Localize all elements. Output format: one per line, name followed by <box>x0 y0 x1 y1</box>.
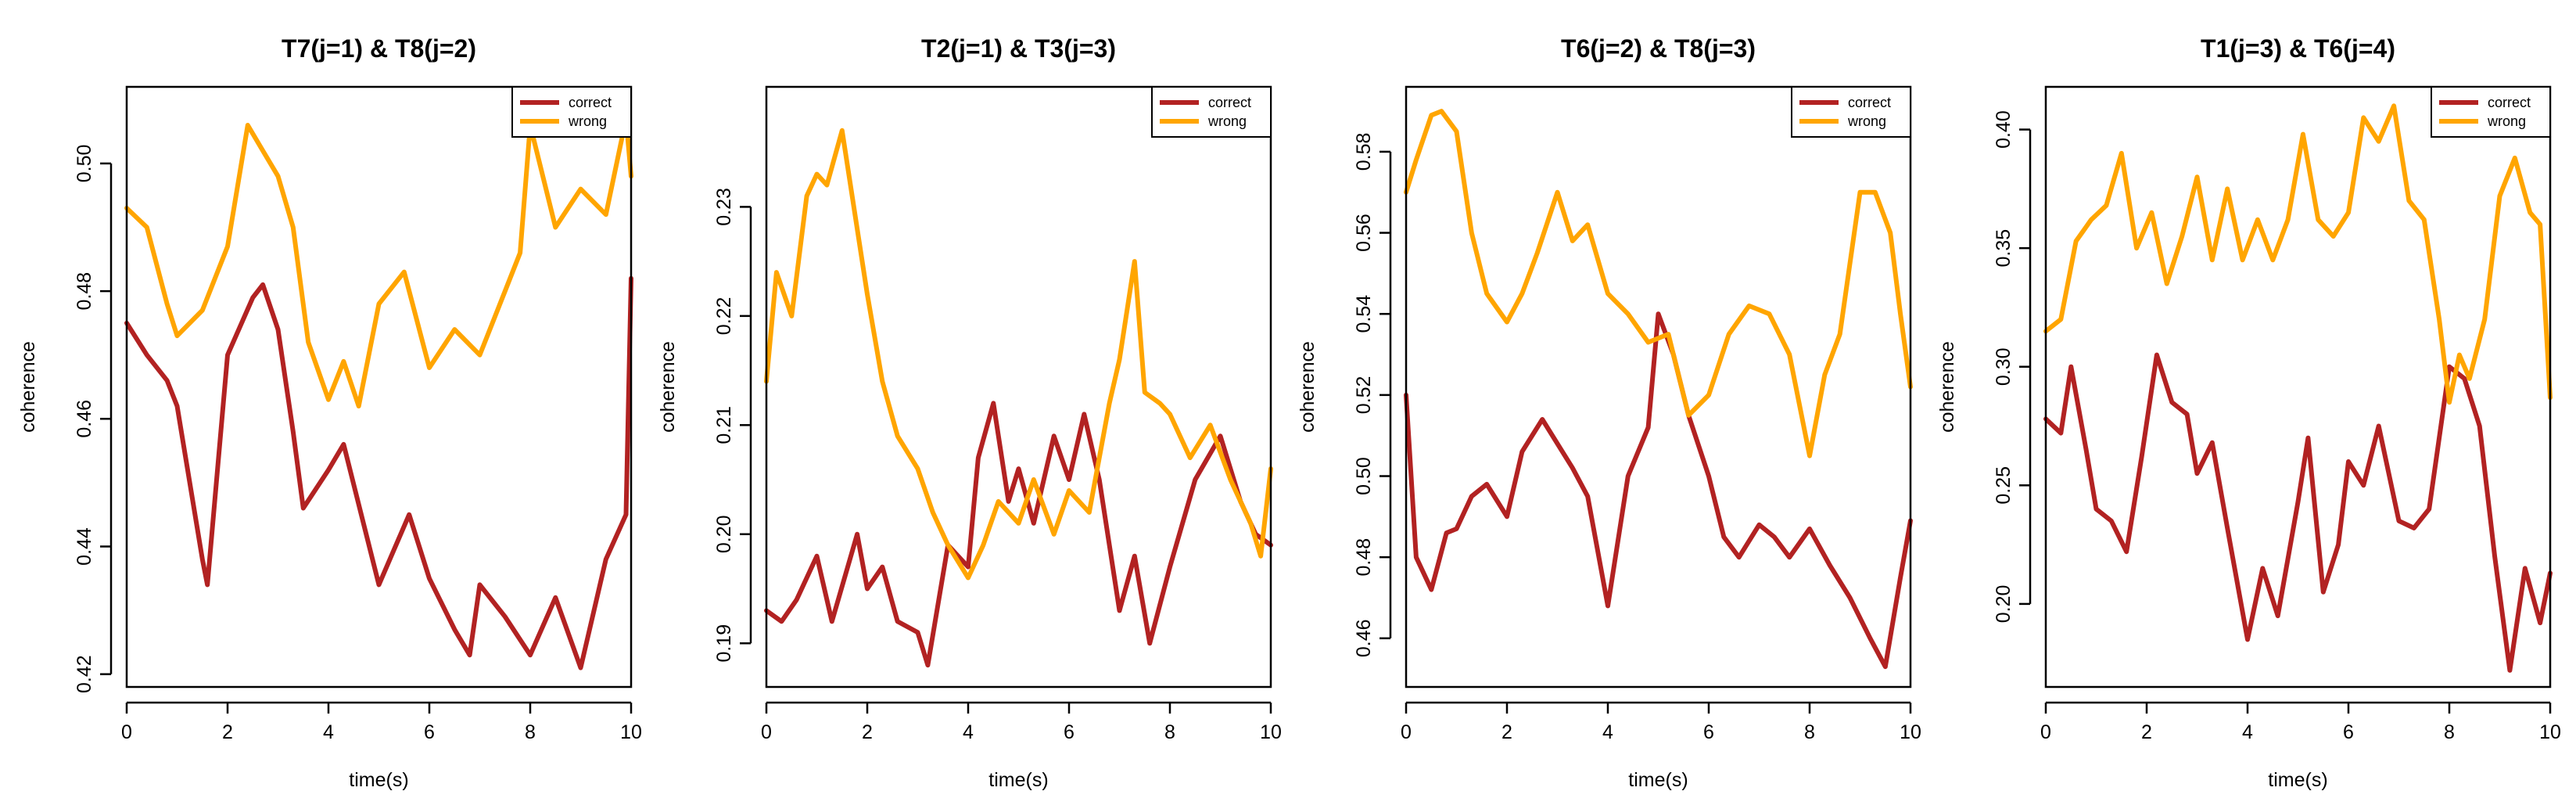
y-tick-label: 0.50 <box>74 145 95 183</box>
series-line-correct <box>1404 311 1913 670</box>
x-axis-label: time(s) <box>2268 769 2327 791</box>
y-tick-label: 0.52 <box>1353 376 1375 415</box>
plot-frame <box>125 85 633 689</box>
y-tick-label: 0.20 <box>1993 585 2015 624</box>
legend-label-correct: correct <box>2488 95 2531 110</box>
chart-panel-2: T2(j=1) & T3(j=3) 0 2 4 6 8 10 time(s) 0.19 0.20 0… <box>657 34 1282 791</box>
y-tick-label: 0.56 <box>1353 214 1375 252</box>
legend-box <box>511 86 632 138</box>
legend-label-wrong: wrong <box>1207 113 1247 129</box>
chart-title: T1(j=3) & T6(j=4) <box>2201 34 2395 63</box>
x-tick-label: 10 <box>1900 721 1921 743</box>
chart-panel-3: T6(j=2) & T8(j=3) 0 2 4 6 8 10 time(s) 0.46 0.48 0… <box>1297 34 1921 791</box>
legend-box <box>2431 86 2551 138</box>
y-tick-label: 0.54 <box>1353 295 1375 333</box>
y-tick-label: 0.25 <box>1993 466 2015 505</box>
x-tick-label: 8 <box>2444 721 2455 743</box>
chart-panel-4: T1(j=3) & T6(j=4) 0 2 4 6 8 10 time(s) 0.20 0.25 0… <box>1936 34 2561 791</box>
series-line-wrong <box>764 128 1273 581</box>
y-tick-label: 0.23 <box>713 188 735 226</box>
series-line-wrong <box>2043 103 2553 405</box>
x-tick-label: 2 <box>1501 721 1512 743</box>
legend: correct wrong <box>2431 86 2551 138</box>
x-tick-label: 8 <box>1164 721 1175 743</box>
x-tick-label: 6 <box>1703 721 1714 743</box>
x-tick-label: 8 <box>525 721 536 743</box>
y-tick-label: 0.20 <box>713 515 735 553</box>
y-tick-label: 0.48 <box>74 272 95 311</box>
x-tick-label: 4 <box>2242 721 2253 743</box>
chart-panel-1: T7(j=1) & T8(j=2) 0 2 4 6 8 10 time(s) 0.42 0.44 0… <box>17 34 642 791</box>
y-tick-label: 0.58 <box>1353 133 1375 171</box>
x-tick-label: 4 <box>323 721 334 743</box>
y-tick-label: 0.22 <box>713 297 735 336</box>
x-tick-label: 6 <box>2343 721 2354 743</box>
plot-frame <box>765 85 1272 689</box>
legend-label-correct: correct <box>1208 95 1251 110</box>
x-tick-label: 0 <box>2040 721 2051 743</box>
x-tick-label: 8 <box>1804 721 1815 743</box>
x-tick-label: 10 <box>620 721 642 743</box>
x-axis-label: time(s) <box>349 769 408 791</box>
y-axis-label: coherence <box>657 341 679 433</box>
y-tick-label: 0.42 <box>74 655 95 693</box>
x-tick-label: 4 <box>1602 721 1613 743</box>
y-tick-label: 0.30 <box>1993 347 2015 386</box>
y-tick-label: 0.46 <box>74 400 95 438</box>
y-tick-label: 0.35 <box>1993 229 2015 268</box>
panels: T7(j=1) & T8(j=2) 0 2 4 6 8 10 time(s) 0.42 0.44 0… <box>17 34 2561 791</box>
legend: correct wrong <box>1791 86 1911 138</box>
x-axis-label: time(s) <box>988 769 1048 791</box>
x-tick-label: 4 <box>963 721 974 743</box>
legend: correct wrong <box>511 86 632 138</box>
series-line-correct <box>124 275 633 671</box>
x-tick-label: 2 <box>862 721 873 743</box>
series-line-wrong <box>1404 109 1913 458</box>
legend-label-wrong: wrong <box>568 113 607 129</box>
legend-box <box>1791 86 1911 138</box>
series-line-wrong <box>124 116 633 408</box>
chart-title: T7(j=1) & T8(j=2) <box>282 34 476 63</box>
series-line-correct <box>764 401 1273 668</box>
series-line-correct <box>2043 352 2553 673</box>
x-tick-label: 6 <box>1064 721 1075 743</box>
x-tick-label: 10 <box>2539 721 2561 743</box>
y-axis-label: coherence <box>17 341 39 433</box>
y-tick-label: 0.44 <box>74 527 95 566</box>
y-tick-label: 0.40 <box>1993 110 2015 149</box>
x-tick-label: 2 <box>222 721 233 743</box>
x-axis-label: time(s) <box>1628 769 1688 791</box>
y-tick-label: 0.21 <box>713 406 735 444</box>
legend-label-wrong: wrong <box>1847 113 1886 129</box>
legend-label-correct: correct <box>569 95 612 110</box>
y-axis-label: coherence <box>1297 341 1318 433</box>
x-tick-label: 2 <box>2141 721 2152 743</box>
legend-box <box>1151 86 1272 138</box>
legend-label-wrong: wrong <box>2487 113 2526 129</box>
x-tick-label: 0 <box>761 721 772 743</box>
legend: correct wrong <box>1151 86 1272 138</box>
chart-title: T6(j=2) & T8(j=3) <box>1561 34 1756 63</box>
x-tick-label: 10 <box>1260 721 1282 743</box>
y-axis-label: coherence <box>1936 341 1958 433</box>
y-tick-label: 0.19 <box>713 624 735 663</box>
y-tick-label: 0.50 <box>1353 457 1375 495</box>
plot-frame <box>1405 85 1912 689</box>
y-tick-label: 0.48 <box>1353 538 1375 577</box>
x-tick-label: 6 <box>424 721 435 743</box>
plot-frame <box>2044 85 2552 689</box>
chart-title: T2(j=1) & T3(j=3) <box>921 34 1116 63</box>
x-tick-label: 0 <box>1401 721 1412 743</box>
y-tick-label: 0.46 <box>1353 619 1375 657</box>
x-tick-label: 0 <box>121 721 132 743</box>
legend-label-correct: correct <box>1848 95 1891 110</box>
